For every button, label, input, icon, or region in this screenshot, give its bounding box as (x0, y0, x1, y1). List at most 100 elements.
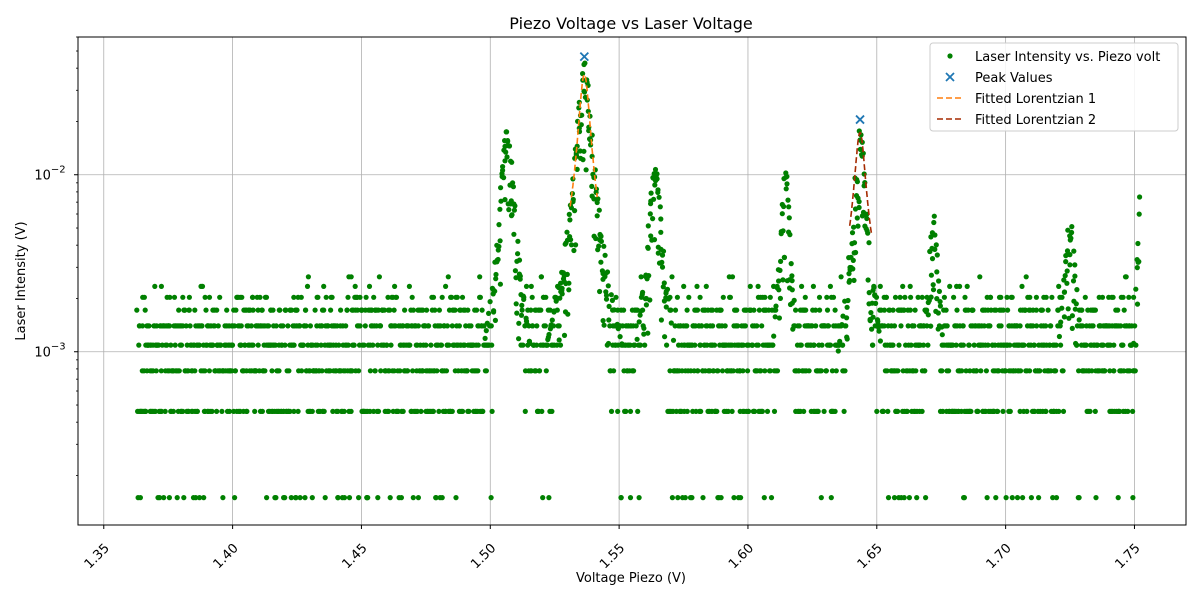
scatter-point (479, 307, 485, 313)
scatter-point (420, 307, 426, 313)
scatter-point (544, 342, 551, 348)
scatter-point (796, 323, 802, 329)
scatter-point (400, 408, 406, 414)
scatter-point (853, 249, 859, 256)
scatter-point (787, 232, 793, 238)
scatter-point (898, 323, 904, 329)
scatter-point (407, 342, 413, 348)
scatter-point (1053, 368, 1059, 374)
scatter-point (543, 368, 549, 374)
scatter-point (851, 224, 857, 230)
scatter-point (995, 408, 1001, 414)
scatter-point (581, 148, 587, 154)
scatter-point (589, 153, 595, 159)
scatter-point (162, 408, 168, 414)
scatter-point (282, 495, 288, 501)
scatter-point (937, 299, 943, 305)
scatter-point (580, 71, 586, 77)
scatter-point (656, 194, 662, 200)
scatter-point (176, 368, 182, 374)
scatter-point (697, 342, 703, 348)
scatter-point (627, 408, 634, 414)
scatter-point (299, 368, 305, 374)
scatter-point (203, 307, 209, 313)
scatter-point (285, 323, 291, 329)
scatter-point (908, 294, 914, 300)
scatter-point (1076, 317, 1082, 323)
scatter-point (759, 323, 765, 329)
scatter-point (860, 150, 866, 156)
scatter-point (670, 337, 677, 343)
scatter-point (519, 307, 525, 313)
scatter-point (600, 318, 606, 324)
scatter-point (811, 342, 817, 348)
scatter-point (654, 176, 660, 182)
scatter-point (747, 283, 753, 289)
scatter-point (266, 323, 272, 329)
scatter-point (282, 342, 288, 348)
scatter-point (772, 314, 778, 320)
scatter-point (1027, 368, 1033, 374)
scatter-point (655, 250, 661, 256)
scatter-point (1079, 307, 1085, 313)
scatter-point (477, 274, 483, 280)
scatter-point (960, 342, 967, 348)
scatter-point (780, 228, 786, 234)
scatter-point (1073, 301, 1079, 307)
scatter-point (762, 294, 768, 300)
scatter-point (516, 320, 522, 326)
scatter-point (255, 307, 261, 313)
scatter-point (1076, 495, 1082, 501)
scatter-point (824, 294, 830, 300)
scatter-point (371, 408, 377, 414)
scatter-point (192, 368, 198, 374)
scatter-point (410, 495, 416, 501)
scatter-point (528, 283, 534, 289)
scatter-point (818, 368, 824, 374)
scatter-point (273, 495, 279, 501)
scatter-point (186, 294, 192, 300)
scatter-point (538, 307, 544, 313)
scatter-point (201, 495, 207, 501)
scatter-point (568, 242, 575, 248)
scatter-point (361, 342, 367, 348)
scatter-point (372, 368, 378, 374)
scatter-point (940, 408, 946, 414)
scatter-point (371, 294, 377, 300)
scatter-point (158, 368, 164, 374)
scatter-point (328, 307, 334, 313)
scatter-point (912, 307, 918, 313)
scatter-point (892, 294, 899, 300)
scatter-point (341, 495, 348, 501)
scatter-point (658, 216, 664, 222)
scatter-point (515, 238, 521, 244)
scatter-point (806, 368, 812, 374)
scatter-point (672, 307, 679, 313)
scatter-point (635, 408, 641, 414)
scatter-point (152, 283, 158, 289)
scatter-point (1022, 307, 1028, 313)
scatter-point (231, 323, 238, 329)
scatter-point (238, 342, 244, 348)
scatter-point (302, 495, 308, 501)
scatter-point (415, 495, 421, 501)
scatter-point (825, 323, 832, 329)
scatter-point (385, 294, 391, 300)
scatter-point (1059, 305, 1065, 311)
scatter-point (773, 307, 779, 313)
scatter-point (778, 258, 784, 264)
scatter-point (336, 342, 342, 348)
scatter-point (755, 283, 761, 289)
scatter-point (754, 323, 760, 329)
scatter-point (475, 342, 481, 348)
scatter-point (710, 323, 716, 329)
scatter-point (767, 294, 773, 300)
scatter-point (1117, 408, 1123, 414)
scatter-point (459, 294, 466, 300)
scatter-point (488, 323, 494, 329)
scatter-point (895, 408, 901, 414)
scatter-point (777, 267, 783, 273)
scatter-point (1069, 229, 1075, 236)
scatter-point (255, 342, 261, 348)
scatter-point (684, 323, 690, 329)
